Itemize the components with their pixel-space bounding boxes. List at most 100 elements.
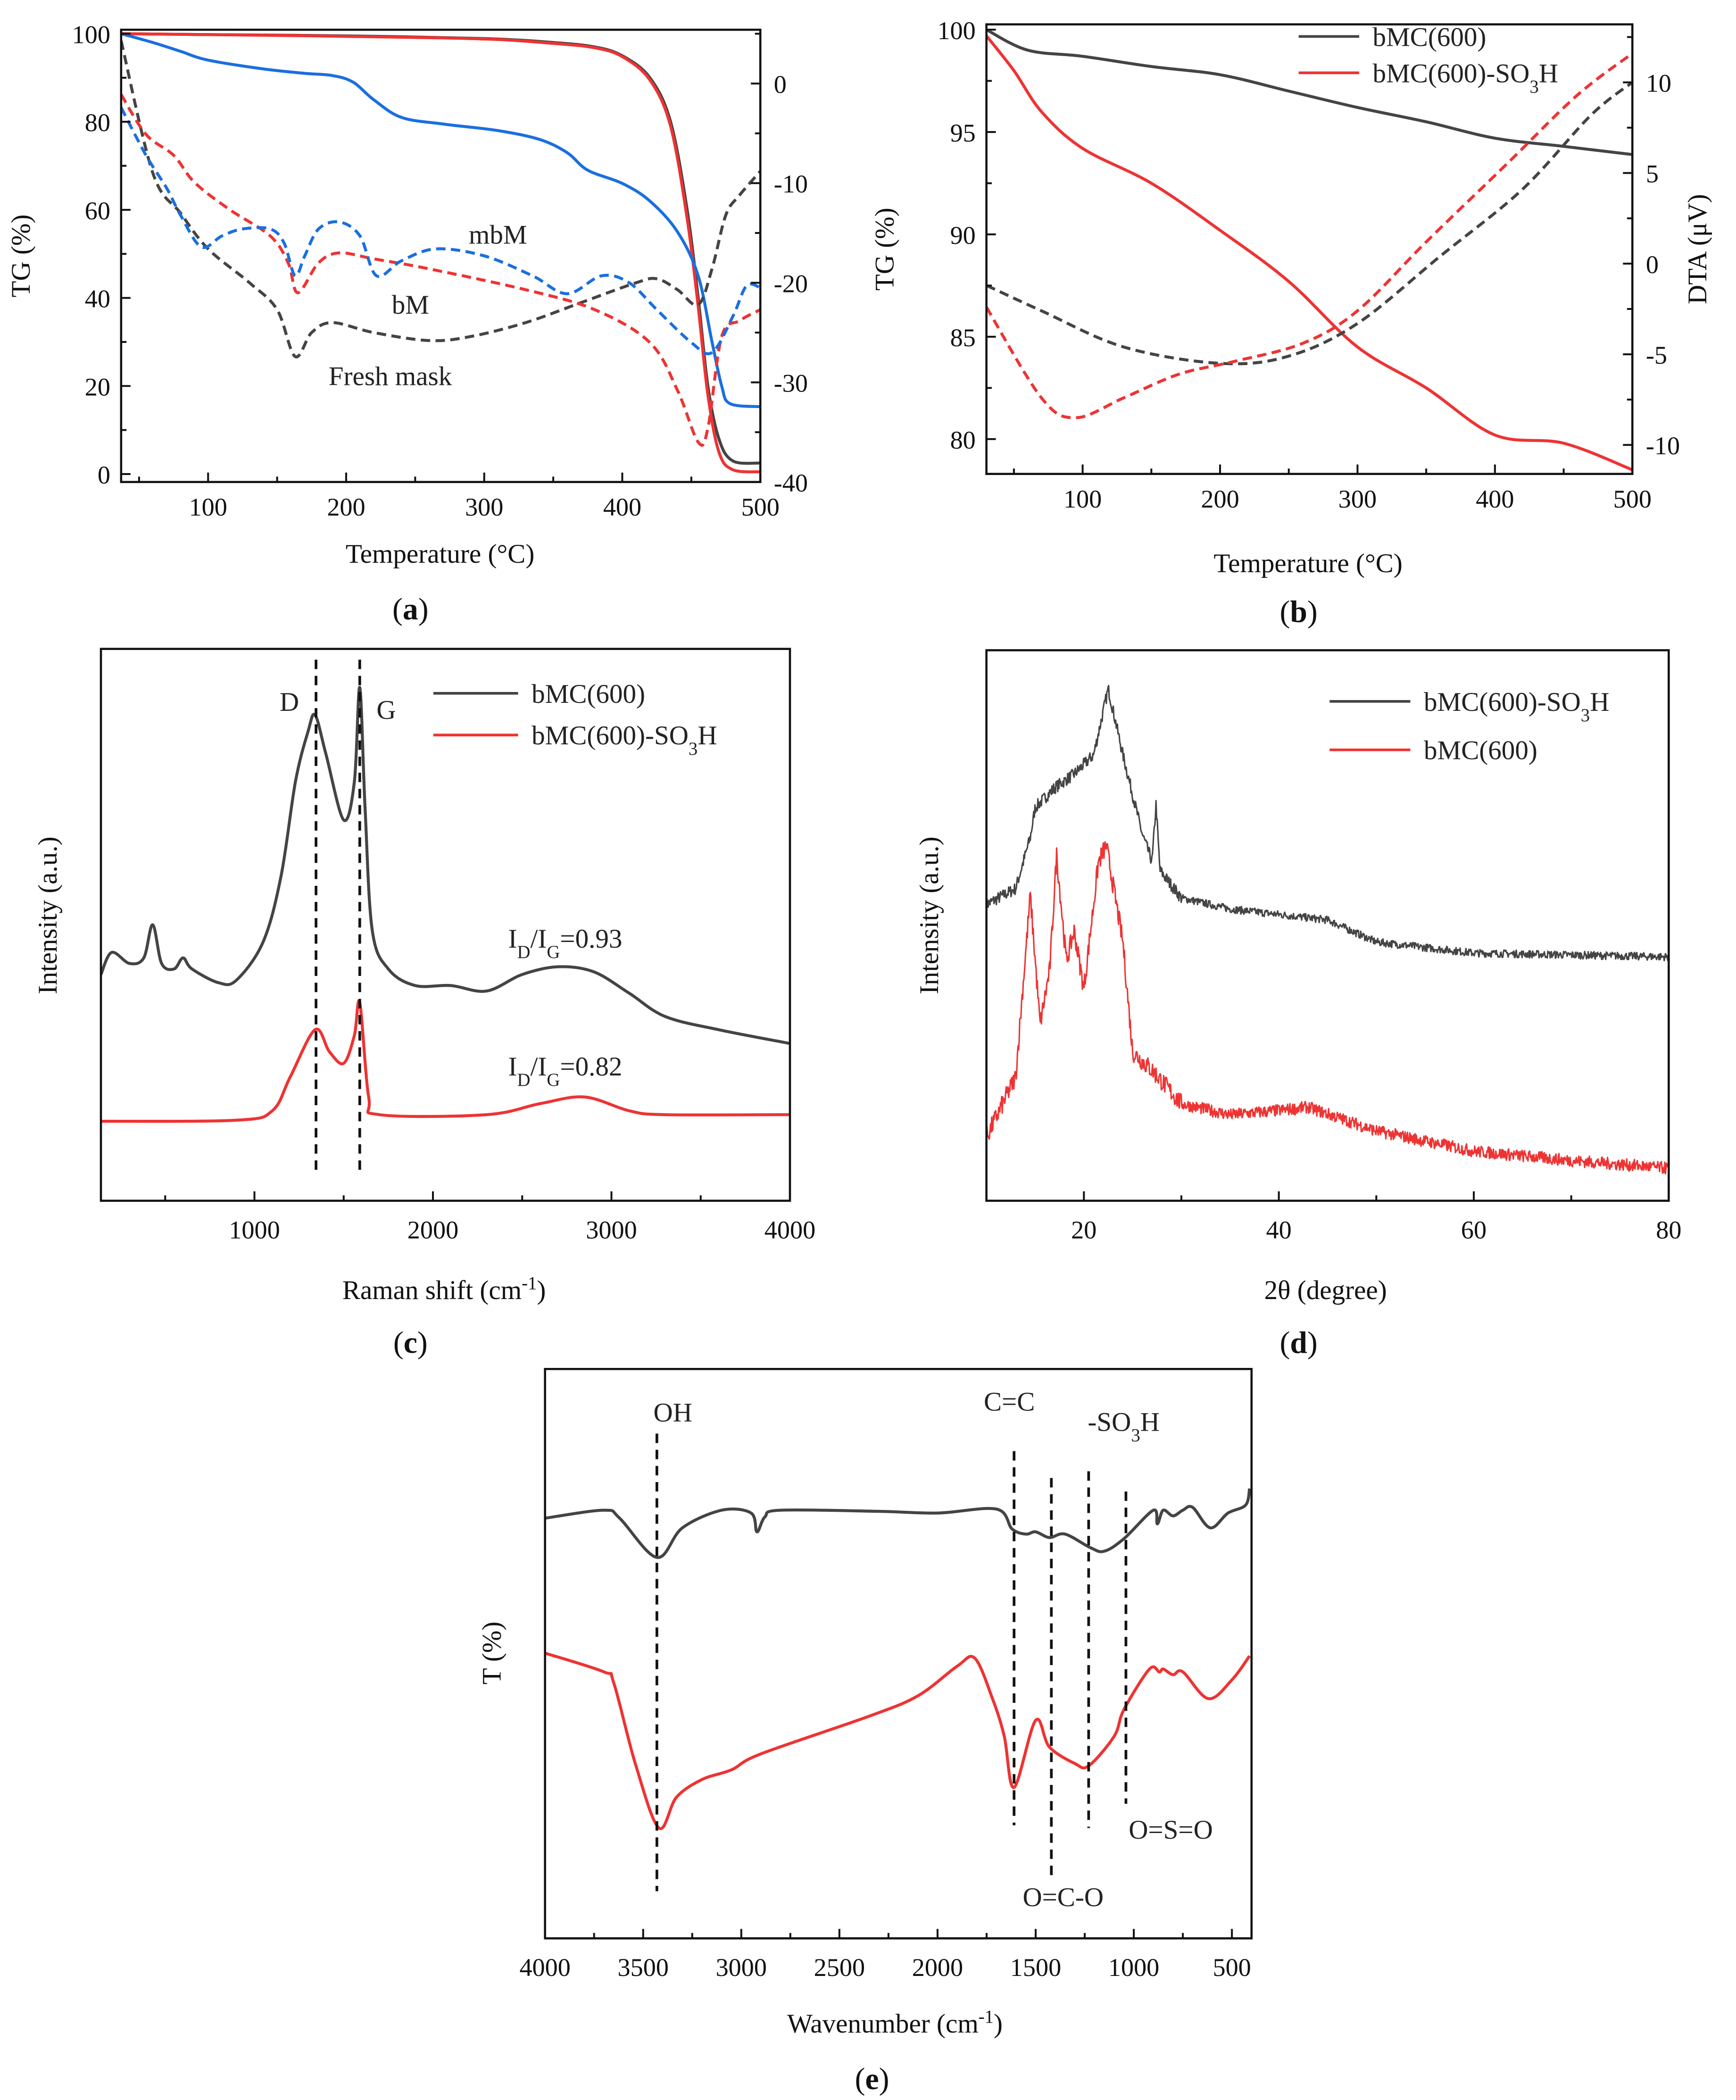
series-line-bmc-600- [101, 686, 790, 1045]
series-line-bmc-600-so3h-dta [986, 52, 1633, 419]
y-tick-label: 80 [950, 426, 976, 454]
x-tick-label: 200 [1201, 485, 1239, 513]
series-group [121, 32, 761, 474]
x-tick-label: 400 [1476, 485, 1514, 513]
annotation--so-3h: -SO3H [1088, 1408, 1160, 1446]
legend-item: bMC(600)-SO3H [1329, 687, 1609, 725]
legend-item: bMC(600) [1298, 22, 1487, 52]
y-axis-title: TG (%) [6, 215, 36, 298]
x-tick-label: 40 [1266, 1216, 1292, 1244]
x-tick-label: 80 [1656, 1216, 1681, 1244]
x-tick-label: 2000 [912, 1953, 963, 1982]
legend-item: bMC(600) [433, 679, 645, 709]
y2-tick-label: -10 [774, 170, 808, 198]
annotation-c-c: C=C [984, 1387, 1035, 1417]
panel-c: (c) bMC(600) bMC(600)-SO3H [100, 648, 791, 1360]
series-line-bmc-600-so-3h [545, 1651, 1251, 1830]
panel-b: (b) bMC(600) bMC(600)-SO3H [985, 22, 1634, 629]
x-tick-label: 500 [741, 493, 780, 521]
panel-label: (e) [855, 2062, 889, 2096]
legend-label: bMC(600)-SO3H [1424, 687, 1609, 725]
series-group [986, 28, 1633, 471]
plot-frame [120, 28, 762, 483]
x-axis-title: 2θ (degree) [1264, 1275, 1387, 1305]
legend: bMC(600) bMC(600)-SO3H [433, 679, 717, 759]
panel-label: (d) [1280, 1326, 1318, 1360]
x-axis-title: Raman shift (cm-1) [342, 1273, 546, 1305]
annotation-i-d-i-g-0-82: ID/IG=0.82 [508, 1052, 622, 1090]
y-tick-label: 85 [950, 324, 976, 352]
x-tick-label: 3500 [618, 1953, 669, 1982]
x-tick-label: 60 [1461, 1216, 1487, 1244]
y-tick-label: 80 [85, 108, 110, 137]
legend-label: bMC(600)-SO3H [532, 721, 717, 759]
x-axis-title: Wavenumber (cm-1) [787, 2007, 1003, 2039]
annotation-g: G [376, 695, 396, 725]
y2-tick-label: -30 [774, 369, 808, 398]
y2-tick-label: -40 [774, 469, 808, 497]
y2-tick-label: 0 [1646, 250, 1659, 279]
panel-label: (a) [392, 592, 429, 626]
x-tick-label: 100 [1063, 485, 1102, 513]
panel-d: (d) bMC(600)-SO3H bMC(600) [985, 649, 1670, 1360]
annotation-bm: bM [392, 290, 429, 320]
y2-tick-label: -20 [774, 269, 808, 298]
panel-label: (c) [393, 1326, 428, 1360]
series-line-bmc-600- [986, 841, 1669, 1175]
x-tick-label: 400 [603, 493, 641, 521]
legend-label: bMC(600) [532, 679, 645, 709]
legend-label: bMC(600) [1373, 22, 1487, 52]
y-axis-title: Intensity (a.u.) [914, 837, 944, 994]
y-tick-label: 60 [85, 197, 110, 225]
y-tick-label: 0 [98, 461, 110, 489]
y2-axis-title: DTA (μV) [1683, 194, 1712, 304]
x-tick-label: 500 [1213, 1953, 1251, 1982]
annotation-fresh-mask: Fresh mask [329, 361, 452, 391]
series-line-bmc-600- [545, 1488, 1251, 1559]
y2-tick-label: -5 [1646, 341, 1667, 369]
y2-tick-label: 5 [1646, 160, 1659, 188]
legend: bMC(600)-SO3H bMC(600) [1329, 687, 1609, 766]
legend-item: bMC(600)-SO3H [1298, 58, 1558, 97]
y-axis-title: Intensity (a.u.) [33, 837, 63, 994]
y2-tick-label: 10 [1646, 69, 1671, 98]
annotation-o-s-o: O=S=O [1129, 1815, 1213, 1845]
x-tick-label: 1000 [1108, 1953, 1159, 1982]
annotation-i-d-i-g-0-93: ID/IG=0.93 [508, 924, 622, 962]
legend-label: bMC(600)-SO3H [1373, 58, 1558, 97]
series-line-bm-dta [121, 93, 761, 447]
x-tick-label: 1000 [229, 1216, 280, 1244]
x-tick-label: 20 [1071, 1216, 1096, 1244]
plot-frame [544, 1367, 1253, 1940]
series-line-fresh-mask-dta [121, 40, 761, 358]
annotation-d: D [280, 687, 299, 717]
legend-item: bMC(600) [1329, 736, 1537, 766]
x-tick-label: 3000 [716, 1953, 767, 1982]
series-line-bmc-600- [986, 28, 1633, 156]
x-tick-label: 300 [465, 493, 503, 521]
legend-label: bMC(600) [1424, 736, 1537, 766]
series-line-mbm-tg [121, 32, 761, 408]
x-axis-title: Temperature (°C) [1213, 549, 1403, 578]
x-tick-label: 100 [189, 493, 227, 521]
x-tick-label: 300 [1338, 485, 1377, 513]
panel-label: (b) [1280, 595, 1318, 629]
x-tick-label: 500 [1613, 485, 1652, 513]
x-tick-label: 4000 [764, 1216, 815, 1244]
series-group [986, 684, 1669, 1175]
x-tick-label: 4000 [519, 1953, 570, 1982]
y-axis-title: T (%) [477, 1622, 507, 1685]
x-axis-title: Temperature (°C) [346, 539, 535, 569]
y-tick-label: 100 [937, 17, 975, 45]
panel-e: (e) [544, 1367, 1253, 2096]
x-tick-label: 2000 [407, 1216, 458, 1244]
y-tick-label: 90 [950, 221, 976, 250]
y2-tick-label: 0 [774, 70, 787, 99]
annotation-oh: OH [654, 1398, 692, 1428]
series-line-bmc-600-so-3h [986, 684, 1669, 962]
x-tick-label: 1500 [1010, 1953, 1061, 1982]
plot-frame [985, 649, 1670, 1202]
y2-tick-label: -10 [1646, 432, 1680, 460]
y-axis-title: TG (%) [870, 208, 900, 291]
